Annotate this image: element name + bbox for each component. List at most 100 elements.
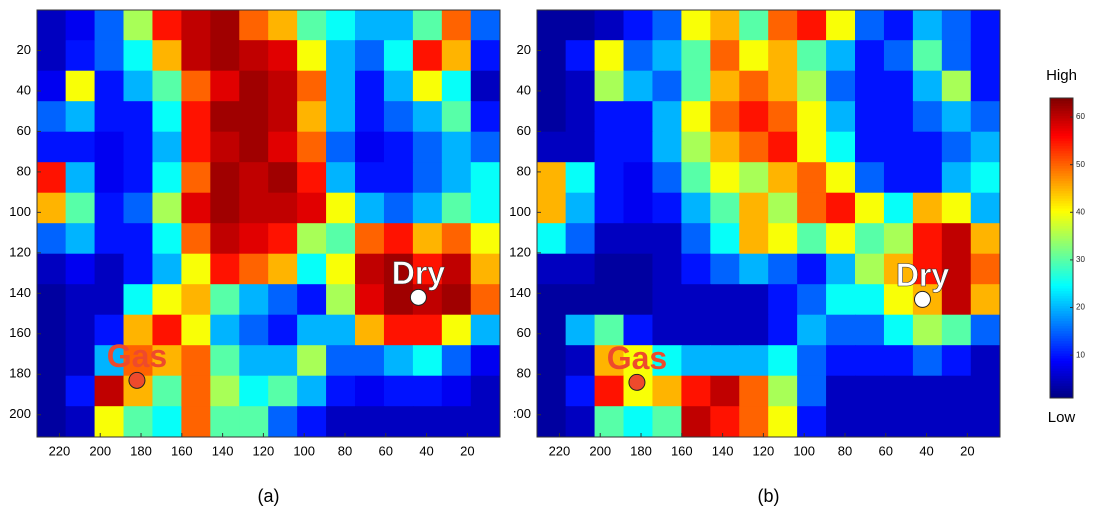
heatmap-cell xyxy=(912,375,943,407)
heatmap-cell xyxy=(739,406,769,437)
colorbar-swatch xyxy=(1050,293,1073,296)
colorbar-swatch xyxy=(1050,158,1073,161)
point-label: Gas xyxy=(107,338,167,374)
colorbar-swatch xyxy=(1050,315,1073,319)
heatmap-cell xyxy=(470,375,500,407)
y-tick-label: 20 xyxy=(517,42,531,57)
heatmap-cell xyxy=(383,70,414,102)
heatmap-cell xyxy=(210,223,240,255)
colorbar-swatch xyxy=(1050,343,1073,346)
colorbar-swatch xyxy=(1050,193,1073,196)
colorbar-swatch xyxy=(1050,183,1073,186)
y-tick-label: 160 xyxy=(9,325,31,340)
heatmap-cell xyxy=(441,101,472,133)
y-tick-label: 180 xyxy=(9,366,31,381)
heatmap-cell xyxy=(797,375,827,407)
heatmap-cell xyxy=(441,253,472,285)
heatmap-cell xyxy=(441,162,472,194)
heatmap-cell xyxy=(826,345,856,377)
heatmap-cell xyxy=(37,314,67,346)
heatmap-cell xyxy=(123,10,154,41)
heatmap-cell xyxy=(768,375,798,407)
heatmap-cell xyxy=(152,192,182,224)
heatmap-cell xyxy=(681,131,711,163)
heatmap-cell xyxy=(594,284,625,316)
heatmap-cell xyxy=(152,10,182,41)
heatmap-cell xyxy=(594,162,625,194)
colorbar-swatch xyxy=(1050,333,1073,336)
colorbar-swatch xyxy=(1050,265,1073,269)
heatmap-cell xyxy=(970,192,1000,224)
heatmap-cell xyxy=(883,101,914,133)
x-tick-label: 40 xyxy=(419,443,433,458)
heatmap-cell xyxy=(681,70,711,102)
heatmap-cell xyxy=(181,284,211,316)
heatmap-cell xyxy=(470,10,500,41)
heatmap-cell xyxy=(739,345,769,377)
colorbar-swatch xyxy=(1050,270,1073,274)
heatmap-cell xyxy=(355,284,385,316)
colorbar-swatch xyxy=(1050,335,1073,339)
heatmap-cell xyxy=(623,192,654,224)
heatmap-cell xyxy=(537,345,567,377)
heatmap-cell xyxy=(826,253,856,285)
heatmap-cell xyxy=(739,40,769,72)
y-tick-label: 80 xyxy=(17,163,31,178)
colorbar-swatch xyxy=(1050,120,1073,124)
heatmap-cell xyxy=(826,314,856,346)
colorbar-swatch xyxy=(1050,155,1073,159)
heatmap-cell xyxy=(970,375,1000,407)
colorbar-low: Low xyxy=(1048,409,1076,426)
heatmap-cell xyxy=(355,345,385,377)
heatmap-cell xyxy=(37,162,67,194)
heatmap-cell xyxy=(441,10,472,41)
colorbar-swatch xyxy=(1050,350,1073,354)
heatmap-cell xyxy=(912,70,943,102)
heatmap-cell xyxy=(383,375,414,407)
heatmap-cell xyxy=(94,131,125,163)
heatmap-cell xyxy=(710,406,740,437)
heatmap-cell xyxy=(297,284,327,316)
heatmap-cell xyxy=(210,192,240,224)
heatmap-cell xyxy=(826,406,856,437)
heatmap-cell xyxy=(65,406,96,437)
colorbar-swatch xyxy=(1050,373,1073,376)
heatmap-cell xyxy=(94,40,125,72)
y-tick-label: 100 xyxy=(509,204,531,219)
x-tick-label: 160 xyxy=(671,443,693,458)
colorbar-swatch xyxy=(1050,250,1073,254)
heatmap-cell xyxy=(883,162,914,194)
heatmap-cell xyxy=(710,162,740,194)
x-tick-label: 120 xyxy=(253,443,275,458)
heatmap-cell xyxy=(297,192,327,224)
heatmap-cell xyxy=(681,345,711,377)
heatmap-cell xyxy=(470,40,500,72)
heatmap-cell xyxy=(970,40,1000,72)
heatmap-cell xyxy=(826,284,856,316)
heatmap-panel: 220 200 180 160 140 120 100 80 60 40 20 20 40 60 80 100… xyxy=(509,9,1001,506)
heatmap-cell xyxy=(797,10,827,41)
heatmap-cell xyxy=(883,406,914,437)
colorbar-swatch xyxy=(1050,215,1073,219)
colorbar-swatch xyxy=(1050,330,1073,334)
heatmap-cell xyxy=(623,131,654,163)
heatmap-cell xyxy=(326,406,356,437)
heatmap-cell xyxy=(94,70,125,102)
colorbar-swatch xyxy=(1050,345,1073,349)
heatmap-cell xyxy=(65,375,96,407)
heatmap-cell xyxy=(912,192,943,224)
heatmap-cell xyxy=(65,192,96,224)
heatmap-cell xyxy=(594,40,625,72)
colorbar-swatch xyxy=(1050,163,1073,166)
heatmap-cell xyxy=(383,314,414,346)
heatmap-cell xyxy=(210,314,240,346)
heatmap-cell xyxy=(297,253,327,285)
heatmap-cell xyxy=(970,10,1000,41)
heatmap-cell xyxy=(355,223,385,255)
colorbar-swatch xyxy=(1050,313,1073,316)
heatmap-cell xyxy=(210,406,240,437)
colorbar-swatch xyxy=(1050,138,1073,141)
heatmap-cell xyxy=(652,284,682,316)
heatmap-cell xyxy=(710,223,740,255)
heatmap-cell xyxy=(652,40,682,72)
